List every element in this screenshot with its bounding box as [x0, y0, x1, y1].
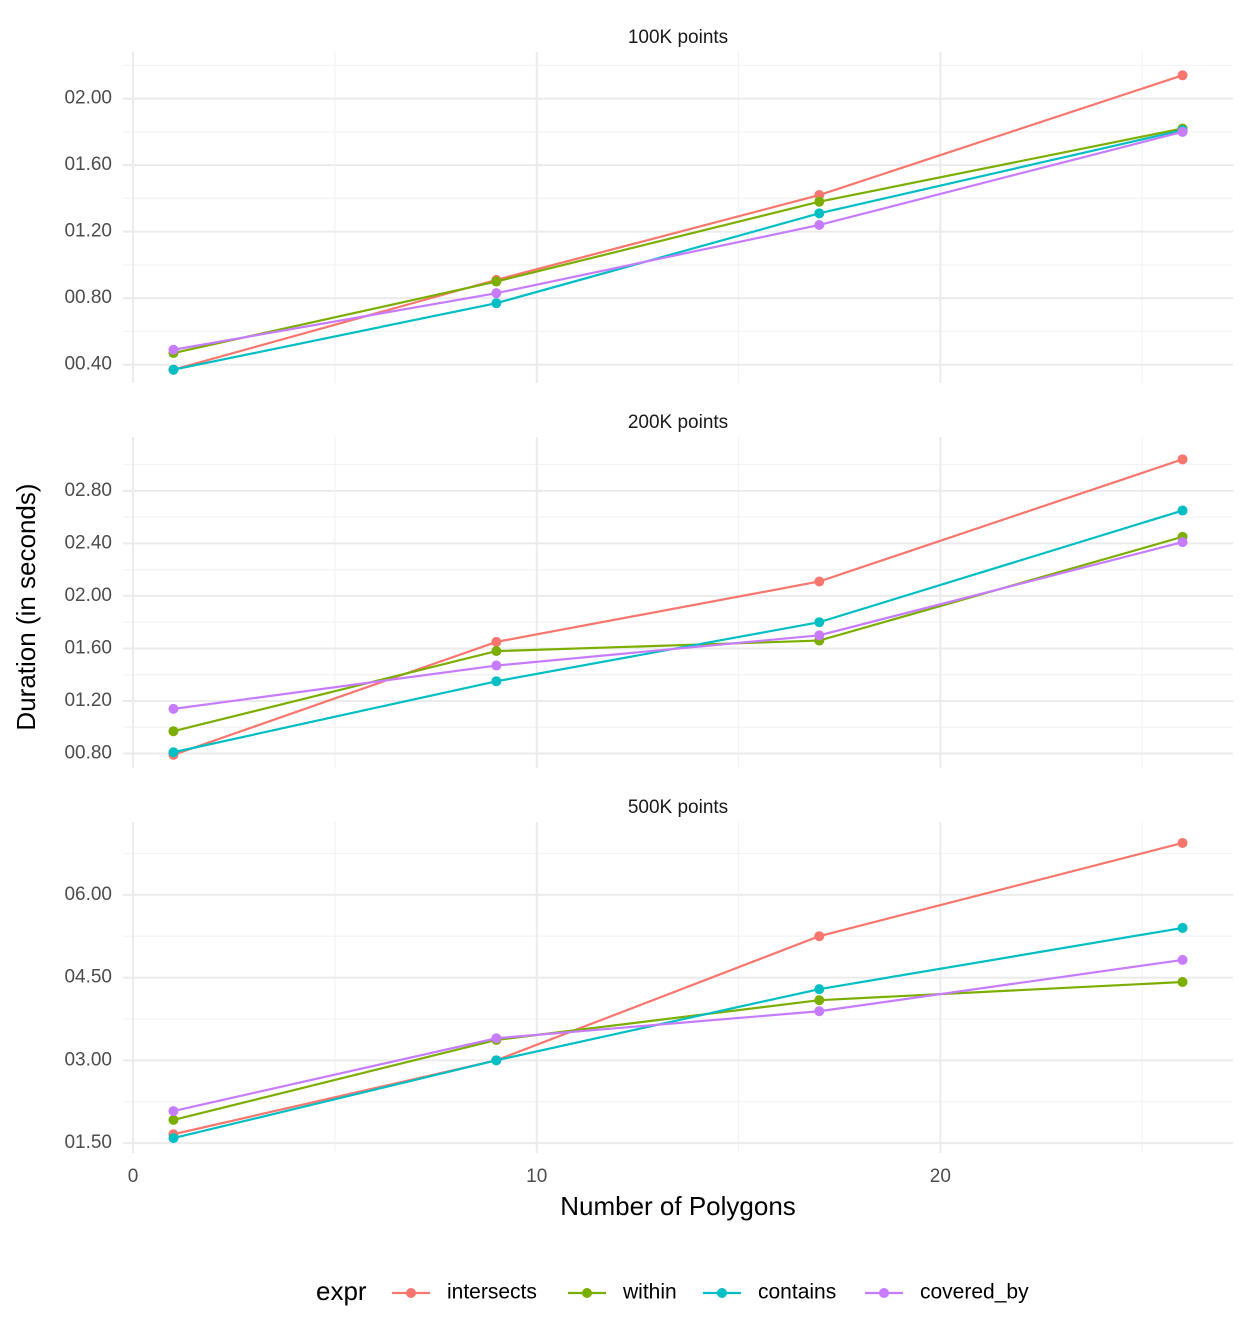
series-line [173, 958, 1183, 1113]
point [814, 1006, 825, 1017]
facet-title: 500K points [628, 797, 728, 818]
point [1177, 126, 1188, 137]
point [1177, 454, 1188, 465]
point [168, 1133, 179, 1144]
point [814, 984, 825, 995]
x-axis-title: Number of Polygons [560, 1191, 796, 1221]
x-tick-label: 20 [930, 1166, 951, 1187]
point [1177, 70, 1188, 81]
point [491, 298, 502, 309]
point [168, 344, 179, 355]
point [1177, 505, 1188, 516]
point [491, 288, 502, 299]
point [168, 703, 179, 714]
point [168, 726, 179, 737]
point [1177, 537, 1188, 548]
point [491, 646, 502, 657]
y-tick-label: 01.60 [64, 637, 112, 658]
point [491, 1055, 502, 1066]
point [491, 676, 502, 687]
point [491, 660, 502, 671]
y-tick-label: 01.20 [64, 690, 112, 711]
point [814, 219, 825, 230]
y-tick-label: 02.40 [64, 532, 112, 553]
y-tick-label: 02.00 [64, 88, 112, 109]
series-line [173, 541, 1183, 710]
series-line [173, 74, 1183, 371]
y-tick-label: 03.00 [64, 1049, 112, 1070]
facet-title: 100K points [628, 27, 728, 48]
legend-key-point [582, 1288, 592, 1298]
y-tick-label: 06.00 [64, 884, 112, 905]
point [168, 747, 179, 758]
point [814, 995, 825, 1006]
point [491, 276, 502, 287]
series-line [173, 458, 1183, 756]
y-tick-label: 01.50 [64, 1132, 112, 1153]
point [1177, 976, 1188, 987]
point [814, 630, 825, 641]
x-tick-label: 0 [128, 1166, 139, 1187]
series-line [173, 127, 1183, 355]
legend-label: intersects [447, 1281, 537, 1304]
legend-title: expr [316, 1276, 367, 1306]
facet-title: 200K points [628, 412, 728, 433]
y-tick-label: 01.60 [64, 154, 112, 175]
legend-label: covered_by [920, 1281, 1029, 1304]
point [814, 931, 825, 942]
point [1177, 922, 1188, 933]
point [491, 636, 502, 647]
point [491, 1033, 502, 1044]
y-tick-label: 00.80 [64, 287, 112, 308]
point [168, 364, 179, 375]
y-tick-label: 02.00 [64, 585, 112, 606]
legend-key-point [717, 1288, 727, 1298]
y-tick-label: 02.80 [64, 480, 112, 501]
legend-label: within [622, 1281, 677, 1304]
series-line [173, 509, 1183, 754]
point [814, 576, 825, 587]
series-line [173, 130, 1183, 351]
y-tick-label: 04.50 [64, 967, 112, 988]
legend-label: contains [758, 1281, 836, 1304]
y-tick-label: 01.20 [64, 221, 112, 242]
legend-key-point [879, 1288, 889, 1298]
legend-key-point [406, 1288, 416, 1298]
point [814, 617, 825, 628]
point [168, 1114, 179, 1125]
series-line [173, 841, 1183, 1136]
point [814, 208, 825, 219]
series-line [173, 980, 1183, 1121]
point [168, 1106, 179, 1117]
x-tick-label: 10 [526, 1166, 547, 1187]
y-tick-label: 00.40 [64, 354, 112, 375]
y-tick-label: 00.80 [64, 743, 112, 764]
y-axis-title: Duration (in seconds) [11, 483, 41, 730]
series-line [173, 926, 1183, 1140]
point [1177, 954, 1188, 965]
point [1177, 837, 1188, 848]
point [814, 196, 825, 207]
